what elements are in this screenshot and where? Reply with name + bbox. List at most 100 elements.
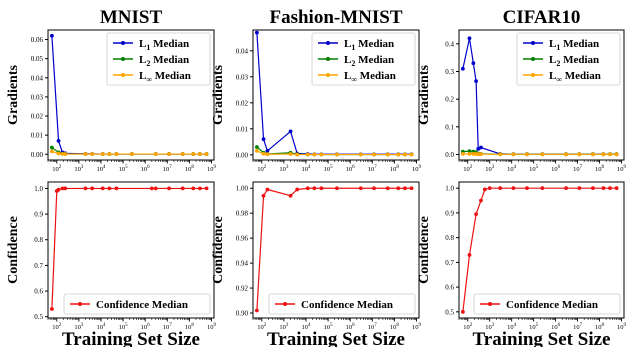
data-point [83, 152, 88, 156]
data-point [372, 186, 376, 191]
data-point [608, 186, 612, 191]
x-tick-label: 103 [279, 323, 289, 331]
data-point [511, 186, 516, 191]
data-point [479, 152, 483, 157]
x-tick-label: 103 [74, 165, 84, 173]
y-tick-label: 0.0 [445, 151, 454, 159]
data-point [479, 198, 483, 203]
data-point [591, 152, 595, 157]
x-tick-label: 107 [163, 323, 173, 331]
y-tick-label: 0.03 [236, 73, 249, 81]
data-point [372, 152, 376, 157]
data-point [56, 187, 61, 192]
data-point [90, 152, 95, 156]
y-axis-label: Confidence [6, 216, 21, 284]
plot-frame [458, 29, 625, 161]
legend-label: L2 Median [549, 54, 599, 68]
x-tick-label: 104 [96, 323, 106, 331]
x-tick-label: 105 [529, 323, 539, 331]
x-tick-label: 105 [324, 323, 334, 331]
legend-box [473, 293, 621, 315]
data-point [319, 152, 324, 157]
y-tick-label: 0.94 [236, 260, 249, 268]
legend-marker [121, 57, 125, 61]
plot-frame [47, 181, 215, 319]
data-point [476, 152, 481, 157]
legend: Confidence Median [473, 293, 621, 315]
legend-label: L1 Median [344, 38, 394, 52]
chart-title: MNIST [100, 7, 163, 28]
y-tick-label: 0.8 [34, 236, 43, 244]
y-tick-label: 0.5 [34, 313, 43, 321]
x-tick-label: 109 [207, 323, 217, 331]
y-tick-label: 0.01 [31, 132, 44, 140]
series-line [462, 187, 617, 312]
data-point [385, 186, 390, 191]
plot-frame [252, 181, 420, 319]
series-linf [460, 152, 619, 157]
data-point [180, 186, 185, 191]
x-tick-label: 108 [595, 165, 605, 173]
x-tick-label: 108 [390, 165, 400, 173]
data-point [100, 186, 105, 191]
legend-box [516, 32, 621, 86]
data-point [56, 151, 61, 156]
data-point [511, 152, 516, 157]
legend-box [311, 32, 416, 86]
x-tick-label: 105 [529, 165, 539, 173]
data-point [403, 152, 407, 157]
legend-label: L∞ Median [344, 70, 396, 84]
data-point [204, 186, 209, 191]
data-point [153, 186, 158, 191]
data-point [56, 138, 61, 143]
legend-label: L∞ Median [139, 70, 191, 84]
y-tick-label: 0.04 [236, 47, 249, 55]
y-tick-label: 0.7 [445, 259, 454, 267]
x-tick-label: 102 [463, 323, 473, 331]
data-point [385, 152, 390, 157]
y-tick-label: 0.92 [236, 285, 249, 293]
x-axis-label: Training Set Size [267, 329, 405, 347]
plot-frame [458, 181, 625, 319]
data-point [482, 187, 487, 192]
legend: L1 Median L2 Median L∞ Median [311, 32, 416, 86]
y-axis-label: Confidence [211, 216, 226, 284]
y-tick-label: 0.90 [236, 310, 249, 318]
legend-label: L1 Median [139, 38, 189, 52]
y-tick-label: 0.00 [236, 151, 249, 159]
data-point [114, 152, 119, 156]
data-point [167, 152, 171, 156]
data-point [49, 145, 54, 150]
plot-frame [252, 29, 420, 161]
data-point [358, 186, 363, 191]
y-tick-label: 0.2 [445, 96, 454, 104]
data-point [49, 307, 54, 311]
data-point [149, 186, 154, 191]
legend: L1 Median L2 Median L∞ Median [516, 32, 621, 86]
chart-title: CIFAR10 [503, 7, 581, 28]
series-confidence [460, 186, 619, 314]
x-tick-label: 109 [617, 323, 627, 331]
x-tick-label: 104 [507, 323, 517, 331]
x-tick-label: 102 [52, 323, 62, 331]
data-point [90, 186, 95, 191]
series-linf [254, 149, 414, 157]
data-point [49, 33, 54, 38]
data-point [288, 193, 293, 198]
legend-label: L2 Median [139, 54, 189, 68]
y-tick-label: 1.0 [34, 185, 43, 193]
x-tick-label: 105 [324, 165, 334, 173]
data-point [471, 61, 476, 66]
legend-marker [326, 73, 330, 77]
data-point [288, 129, 293, 134]
legend: L1 Median L2 Median L∞ Median [106, 32, 211, 86]
data-point [261, 137, 266, 142]
y-tick-label: 0.8 [445, 234, 454, 242]
data-point [467, 149, 472, 154]
subplot-gradients-2: Fashion-MNIST Gradients 0.00 0.01 0.02 0.03 0.… [211, 7, 421, 173]
legend-marker [531, 57, 535, 61]
x-tick-label: 104 [301, 165, 311, 173]
x-tick-label: 106 [346, 323, 356, 331]
x-tick-label: 104 [301, 323, 311, 331]
data-point [60, 151, 65, 156]
